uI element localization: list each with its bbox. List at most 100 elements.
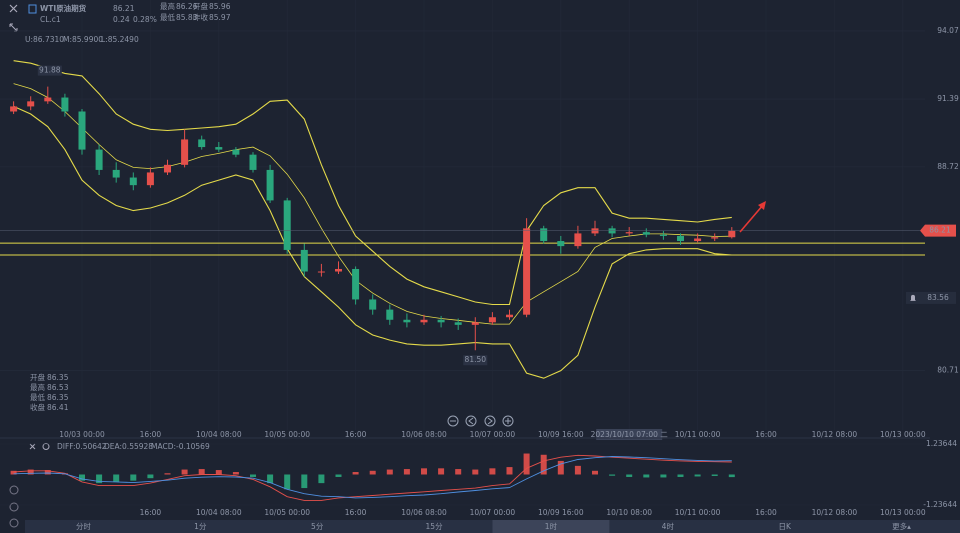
drawn-arrow	[739, 204, 764, 233]
marker-bg	[463, 355, 488, 366]
candle-body	[369, 299, 377, 310]
tab[interactable]: 更多▴	[892, 521, 911, 531]
x-tick-label: 10/09 16:00	[538, 508, 584, 517]
candle-body	[437, 319, 445, 323]
candle-body	[283, 200, 291, 250]
ohlc-value: 86.35	[47, 373, 69, 382]
candle-body	[164, 164, 171, 173]
tab[interactable]: 1分	[194, 522, 207, 531]
candle-body	[198, 139, 206, 148]
macd-legend: MACD:-0.10569	[151, 442, 210, 451]
alert-bell	[910, 294, 916, 301]
candle-body	[78, 111, 86, 150]
macd-bar	[284, 474, 291, 490]
candle-body	[420, 319, 428, 323]
macd-bar	[455, 469, 462, 475]
macd-bar	[643, 474, 650, 478]
change: 0.24	[113, 15, 130, 24]
x-tick-label: 10/11 00:00	[675, 508, 721, 517]
macd-bar	[27, 469, 34, 475]
side-icon[interactable]	[9, 485, 19, 495]
band-legend: U:86.7310	[25, 35, 64, 44]
macd-bar	[267, 474, 274, 484]
macd-bar	[438, 468, 445, 475]
candle-body	[61, 97, 69, 112]
tab[interactable]: 5分	[311, 522, 324, 531]
zoom-out[interactable]	[447, 415, 459, 427]
macd-bar	[44, 470, 51, 475]
tab[interactable]: 4时	[662, 521, 675, 531]
x-tick-label: 10/13 00:00	[880, 430, 926, 439]
scroll-right[interactable]	[484, 415, 496, 427]
symbol-code: CL.c1	[40, 15, 61, 24]
symbol-icon	[28, 4, 37, 14]
x-tick-label: 10/05 00:00	[264, 430, 310, 439]
macd-bar	[198, 469, 205, 475]
stat-label: 昨收	[193, 12, 208, 22]
candle-body	[112, 169, 120, 178]
macd-dif	[13, 454, 732, 501]
candle-body	[249, 154, 257, 170]
candle-body	[386, 309, 394, 320]
candle-body	[728, 230, 736, 238]
macd-close[interactable]	[29, 443, 36, 450]
x-tick-label: 10/09 16:00	[538, 430, 584, 439]
candle-body	[659, 234, 667, 236]
marker-bg	[37, 65, 62, 76]
macd-bar	[711, 474, 718, 476]
macd-bar	[660, 474, 667, 478]
last-price: 86.21	[113, 4, 135, 13]
zoom-in[interactable]	[502, 415, 514, 427]
candle-body	[574, 233, 582, 247]
y-tick-label: 88.72	[937, 162, 959, 171]
x-tick-label: 2023/10/10 07:00 二	[591, 430, 669, 439]
low-marker: 81.50	[465, 355, 487, 364]
tab[interactable]: 15分	[426, 522, 444, 531]
macd-bar	[489, 468, 496, 475]
macd-bar	[506, 467, 513, 475]
candle-body	[454, 322, 462, 325]
crosshair-label-bg	[596, 429, 663, 440]
x-tick-label: 10/07 00:00	[470, 430, 516, 439]
high-marker: 91.88	[39, 66, 61, 75]
close-icon[interactable]	[9, 4, 18, 13]
macd-bar	[215, 470, 222, 475]
x-tick-label: 10/04 08:00	[196, 430, 242, 439]
y-tick-label: 80.71	[937, 365, 959, 374]
stat-label: 开盘	[193, 1, 208, 11]
bollinger-middle	[13, 83, 732, 325]
last-price-tag	[920, 224, 956, 237]
x-tick-label: 10/10 08:00	[606, 508, 652, 517]
tab[interactable]: 分时	[76, 521, 91, 531]
candle-body	[677, 235, 684, 242]
ohlc-label: 最高	[30, 382, 45, 392]
candle-body	[317, 271, 325, 273]
candle-body	[266, 169, 274, 201]
candle-body	[335, 268, 342, 272]
tab[interactable]: 1时	[545, 521, 558, 531]
macd-bar	[609, 474, 616, 476]
zoom-controls	[447, 415, 514, 427]
scroll-left[interactable]	[465, 415, 477, 427]
macd-bar	[301, 474, 308, 489]
macd-bar	[318, 474, 325, 484]
macd-legend: DIFF:0.50642	[57, 442, 107, 451]
macd-settings[interactable]	[42, 443, 50, 450]
macd-bar	[164, 473, 171, 475]
ohlc-label: 开盘	[30, 372, 45, 382]
y-tick-label: 91.39	[937, 94, 959, 103]
candle-body	[625, 232, 633, 234]
macd-bar	[386, 469, 393, 475]
candle-body	[540, 228, 548, 242]
macd-bar	[694, 474, 701, 477]
expand-icon[interactable]	[9, 23, 18, 32]
macd-bar	[113, 474, 120, 482]
side-icon[interactable]	[9, 518, 19, 528]
tab[interactable]: 日K	[778, 522, 791, 531]
candle-body	[146, 172, 154, 186]
x-tick-label: 10/06 08:00	[401, 430, 447, 439]
macd-bar	[352, 472, 359, 475]
side-icon[interactable]	[9, 502, 19, 512]
x-tick-label: 10/13 00:00	[880, 508, 926, 517]
